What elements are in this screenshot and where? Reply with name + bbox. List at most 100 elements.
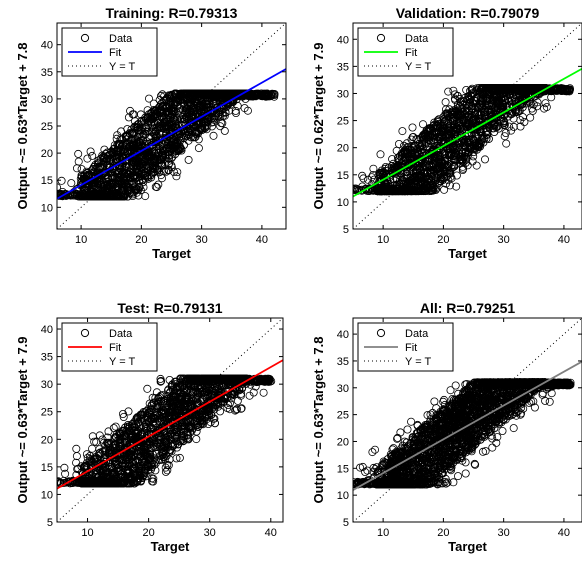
x-tick-label: 30 [196, 234, 208, 246]
data-point [458, 155, 467, 164]
data-point [78, 192, 87, 201]
y-tick-label: 20 [337, 143, 349, 155]
data-point [433, 158, 442, 168]
data-point [197, 89, 207, 98]
data-point [441, 131, 450, 140]
data-point [470, 144, 479, 153]
data-point [489, 124, 498, 133]
data-point [125, 129, 134, 138]
data-point [192, 100, 202, 109]
data-point [179, 111, 188, 120]
data-point [94, 171, 103, 180]
data-point [72, 458, 81, 467]
identity-line [57, 23, 286, 229]
data-point [133, 157, 142, 166]
x-tick-label: 10 [377, 234, 389, 246]
data-point [176, 96, 185, 105]
data-point [240, 104, 249, 113]
data-point [436, 133, 445, 142]
data-point [120, 192, 129, 201]
data-point [124, 407, 133, 416]
data-point [133, 161, 142, 170]
data-point [158, 145, 167, 154]
data-point [203, 114, 212, 123]
data-point [202, 122, 211, 131]
data-point [141, 192, 150, 201]
data-point [119, 165, 128, 174]
legend-label: Data [109, 33, 133, 45]
data-point [529, 100, 538, 109]
data-point [410, 158, 419, 168]
axes-frame [352, 22, 582, 230]
y-axis-label: Output ~= 0.63*Target + 7.8 [15, 42, 30, 209]
data-point [407, 187, 416, 196]
y-tick-label: 10 [337, 197, 349, 209]
x-tick-label: 30 [498, 234, 510, 246]
data-point [490, 84, 499, 93]
identity-line [353, 23, 582, 229]
data-point [115, 164, 124, 173]
y-tick-label: 25 [337, 116, 349, 128]
data-point [100, 181, 109, 191]
data-point [374, 187, 383, 196]
data-point [170, 99, 179, 109]
y-tick-label: 30 [337, 88, 349, 100]
data-point [518, 113, 527, 122]
data-point [135, 148, 144, 157]
data-point [411, 173, 420, 182]
data-point [150, 121, 159, 130]
data-point [408, 133, 417, 142]
data-point [183, 126, 193, 135]
data-point [92, 438, 101, 447]
data-point [254, 377, 263, 386]
data-point [400, 149, 409, 158]
data-point [160, 159, 169, 169]
x-tick-label: 40 [558, 234, 570, 246]
y-tick-label: 30 [41, 94, 53, 106]
data-point [417, 149, 427, 158]
data-point [102, 157, 111, 166]
data-point [541, 99, 550, 108]
data-point [475, 140, 484, 149]
x-axis-label: Target [152, 246, 191, 261]
data-point [450, 162, 459, 171]
data-point [225, 89, 234, 98]
data-point [165, 107, 174, 116]
data-point [565, 84, 574, 93]
data-point [184, 112, 193, 121]
data-point [441, 98, 450, 107]
data-point [507, 109, 516, 118]
data-point [254, 375, 263, 384]
data-point [192, 435, 201, 444]
data-point [108, 148, 117, 157]
data-point [410, 141, 419, 151]
x-tick-label: 10 [75, 234, 87, 246]
legend-marker-data [80, 33, 90, 43]
data-point [154, 180, 163, 189]
data-point [218, 119, 227, 128]
data-point [179, 114, 189, 123]
data-point [81, 192, 90, 201]
data-point [109, 192, 119, 201]
data-point [95, 431, 104, 440]
data-point [440, 185, 449, 194]
data-point [136, 138, 145, 147]
data-point [164, 154, 173, 163]
data-point [464, 148, 473, 158]
data-point [436, 120, 445, 129]
data-point [119, 409, 128, 418]
data-point [212, 93, 221, 102]
data-point [201, 89, 210, 98]
x-axis-label: Target [448, 246, 487, 261]
data-point [116, 146, 125, 155]
data-point [484, 89, 493, 98]
data-point [504, 84, 513, 93]
data-point [144, 113, 153, 122]
data-point [474, 139, 483, 148]
data-point [148, 169, 157, 178]
y-tick-label: 15 [41, 175, 53, 187]
data-point [67, 179, 76, 188]
data-point [142, 164, 151, 173]
